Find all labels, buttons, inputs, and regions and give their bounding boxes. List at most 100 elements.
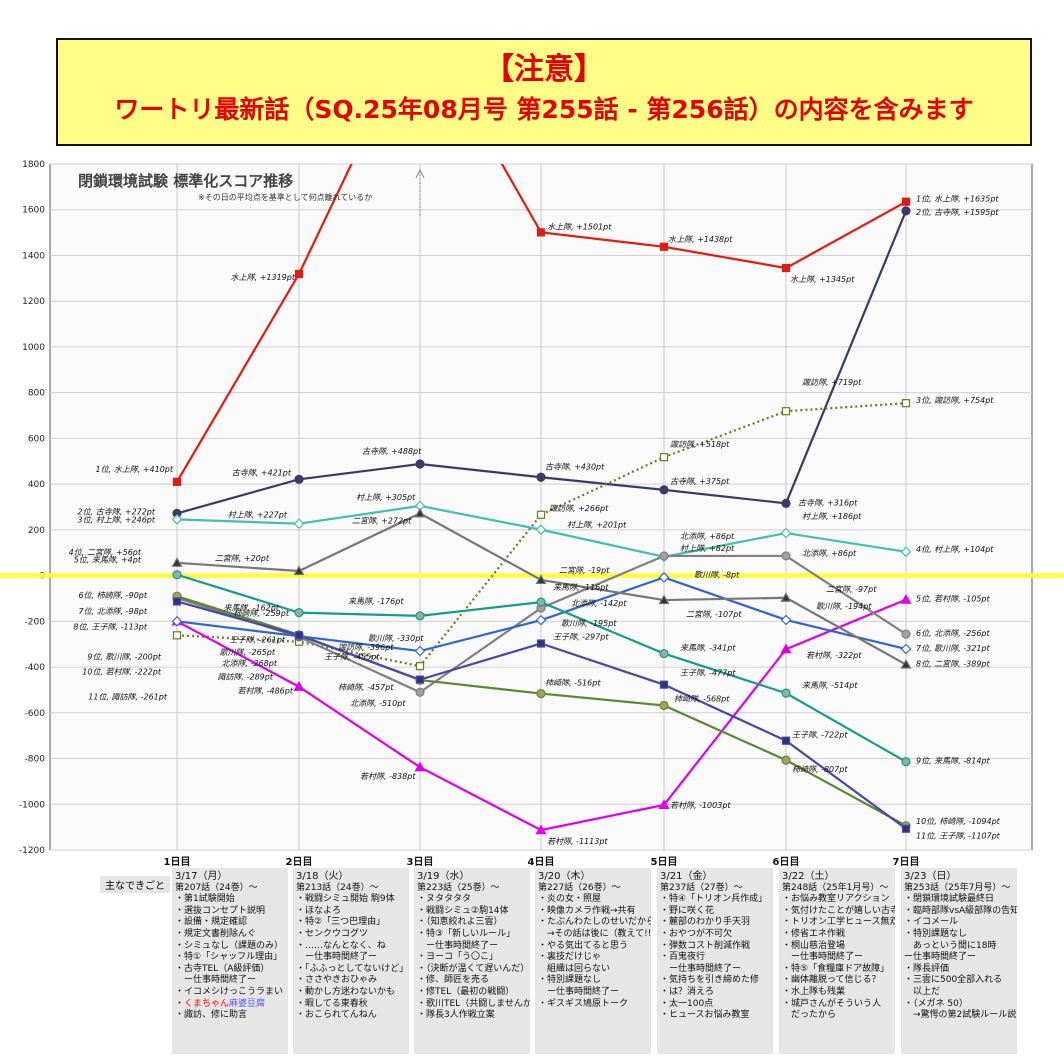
data-point xyxy=(536,688,546,699)
warning-heading: 【注意】 xyxy=(484,52,604,87)
event-item: ・歌川TEL（共闘しませんか） xyxy=(417,998,530,1009)
data-point xyxy=(414,507,426,518)
event-item: ・くまちゃん麻婆豆腐 xyxy=(175,998,266,1009)
event-item: ・裏技だけじゃ xyxy=(538,952,602,963)
y-tick-label: -600 xyxy=(25,709,46,719)
event-item: ・ヨーコ「う〇こ」 xyxy=(417,952,499,963)
data-point xyxy=(781,688,791,698)
event-item: 第237話（27巻）～ xyxy=(660,882,743,893)
data-point xyxy=(294,608,304,618)
event-item: ・やる気出てると思う xyxy=(538,940,629,951)
event-item: ・お悩み教室リアクション xyxy=(782,894,890,905)
y-tick-label: -1200 xyxy=(19,846,45,856)
data-point xyxy=(900,643,912,655)
data-label: 村上隊, +305pt xyxy=(356,493,416,502)
data-point xyxy=(900,593,912,604)
data-label: 7位, 歌川隊, -321pt xyxy=(916,644,990,653)
data-label: 1位, 水上隊, +410pt xyxy=(96,465,174,474)
event-item: ・三雲に500全部入れる xyxy=(904,975,1003,986)
data-label: 8位, 二宮隊, -389pt xyxy=(916,660,990,669)
data-point xyxy=(901,757,911,767)
event-item: だったから xyxy=(782,1010,837,1021)
x-tick-label: 1日目 xyxy=(164,856,191,868)
x-tick-label: 7日目 xyxy=(893,856,920,868)
event-item: ・修TEL（最初の戦闘） xyxy=(417,986,515,997)
data-point xyxy=(535,824,547,835)
data-label: 諏訪隊, +719pt xyxy=(802,378,862,387)
event-item: ・城戸さんがそういう人 xyxy=(782,998,882,1009)
data-label: 諏訪隊, -289pt xyxy=(218,673,274,682)
data-label: 古寺隊, +430pt xyxy=(545,462,605,471)
event-item: ・ささやきおひゃみ xyxy=(296,975,378,986)
x-tick-label: 2日目 xyxy=(286,856,313,868)
event-item: ・太一100点 xyxy=(660,998,714,1009)
event-item: ・「ふふっとしてないけど」ふふｯ xyxy=(296,963,409,974)
event-item: ー仕事時間終了ー xyxy=(296,952,378,963)
event-item: ・設備・規定確認 xyxy=(175,917,248,928)
data-label: 歌川隊, -194pt xyxy=(816,602,872,611)
data-point xyxy=(781,498,791,508)
data-label: 王子隊, -477pt xyxy=(680,669,736,678)
data-label: 柿崎隊, -568pt xyxy=(674,694,730,703)
data-label: 2位, 古寺隊, +272pt xyxy=(78,507,156,516)
event-item: ・シミュなし（課題のみ） xyxy=(175,940,284,951)
data-point xyxy=(658,572,670,583)
data-label: 古寺隊, +421pt xyxy=(232,468,292,477)
event-item: ・ほなよろ xyxy=(296,905,342,916)
event-item: ・規定文書削除んぐ xyxy=(175,928,257,939)
event-item: ・（決断が温くて遅いんだ） xyxy=(417,963,530,974)
data-label: 歌川隊, -330pt xyxy=(368,634,424,643)
data-point xyxy=(293,681,305,691)
data-label: 若村隊, -486pt xyxy=(238,687,294,696)
data-label: 1位, 水上隊, +1635pt xyxy=(916,195,999,204)
data-label: 王子隊, -261pt xyxy=(230,635,286,644)
event-item: ー仕事時間終了ー xyxy=(904,952,977,963)
chart-subtitle: ※その日の平均点を基準として何点離れているか xyxy=(198,192,372,202)
data-point xyxy=(659,551,669,561)
event-item: ・（メガネ 50） xyxy=(904,998,968,1009)
event-date: 3/17（月） xyxy=(175,871,228,882)
data-label: 若村隊, -322pt xyxy=(806,651,862,660)
event-item: 組織は回らない xyxy=(538,963,611,974)
data-label: 諏訪隊, +266pt xyxy=(549,504,609,513)
event-column: 3/22（土） 第248話（25年1月号）～ ・お悩み教室リアクション ・気付けたこと… xyxy=(779,868,895,1054)
data-label: 古寺隊, +316pt xyxy=(798,498,858,507)
data-label: 水上隊, +1501pt xyxy=(547,222,612,231)
y-tick-label: -200 xyxy=(25,617,46,627)
data-label: 柿崎隊, -259pt xyxy=(234,609,290,618)
data-label: 北添隊, -510pt xyxy=(350,699,406,708)
data-label: 王子隊, -455pt xyxy=(324,653,380,662)
offchart-arrowhead xyxy=(415,168,425,179)
data-label: 5位, 来馬隊, +4pt xyxy=(74,556,142,565)
warning-text: ワートリ最新話（SQ.25年08月号 第255話 - 第256話）の内容を含みま… xyxy=(114,95,974,124)
x-tick-label: 4日目 xyxy=(528,856,555,868)
data-label: 北添隊, -142pt xyxy=(571,599,627,608)
data-label: 諏訪隊, +518pt xyxy=(670,440,730,449)
event-item: 第213話（24巻）～ xyxy=(296,882,379,893)
data-label: 水上隊, +1345pt xyxy=(790,275,855,284)
data-point xyxy=(294,631,304,640)
data-point xyxy=(781,263,791,273)
data-label: 歌川隊, -265pt xyxy=(220,648,276,657)
event-item: 第253話（25年7月号）～ xyxy=(904,882,1011,893)
data-point xyxy=(781,407,791,416)
data-point xyxy=(415,611,425,621)
data-label: 村上隊, +186pt xyxy=(802,512,862,521)
data-label: 村上隊, +201pt xyxy=(567,521,627,530)
data-label: 来馬隊, -162pt xyxy=(224,604,280,613)
event-item: ・気付けたことが嬉しい古寺 xyxy=(782,905,895,916)
data-point xyxy=(901,197,911,206)
data-point xyxy=(415,662,425,671)
data-label: 11位, 諏訪隊, -261pt xyxy=(88,692,168,701)
data-label: 柿崎隊, -807pt xyxy=(792,765,848,774)
event-item: ・第1試験開始 xyxy=(175,894,235,905)
event-item: ・隊長評価 xyxy=(904,963,950,974)
event-item: ・野に咲く花 xyxy=(660,905,715,916)
data-point xyxy=(659,700,669,711)
event-item: 第248話（25年1月号）～ xyxy=(782,882,889,893)
event-column: 3/18（火） 第213話（24巻）～ ・戦闘シミュ開始 駒9体 ・ほなよろ ・特②「三… xyxy=(293,868,409,1054)
event-item: ・たぶんわたしのせいだから xyxy=(538,917,651,928)
data-point xyxy=(780,614,792,626)
data-point xyxy=(901,824,911,833)
data-point xyxy=(172,597,182,606)
